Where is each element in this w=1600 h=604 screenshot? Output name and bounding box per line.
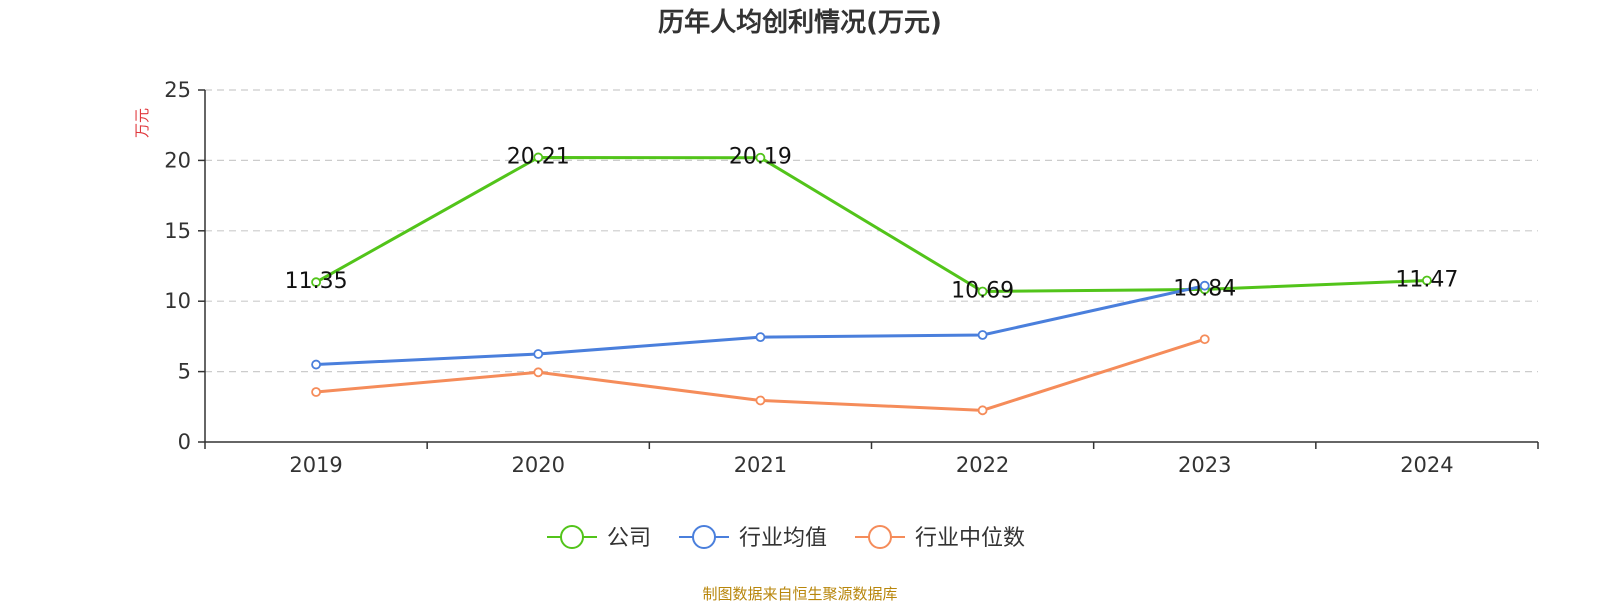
data-point <box>977 286 988 297</box>
series-line <box>316 284 1206 367</box>
data-point <box>311 359 321 370</box>
chart-title: 历年人均创利情况(万元) <box>658 8 942 38</box>
data-point <box>311 277 321 288</box>
y-tick-label: 0 <box>178 430 191 454</box>
data-label: 10.84 <box>1173 276 1236 301</box>
data-point <box>533 367 544 378</box>
data-point <box>1199 280 1210 291</box>
y-tick-label: 20 <box>164 148 191 172</box>
x-tick-label: 2019 <box>289 453 342 477</box>
data-labels: 11.35 20.21 20.19 10.69 10.84 11.47 <box>285 144 1459 303</box>
data-point <box>977 330 988 340</box>
legend-label: 行业均值 <box>739 526 827 551</box>
x-tick-label: 2022 <box>956 453 1009 477</box>
axes: 0 5 10 15 20 25 万元 2019 2020 2021 2022 2023 2024 <box>133 78 1539 477</box>
data-point <box>755 395 766 406</box>
series-line <box>315 155 1427 293</box>
data-label: 11.35 <box>285 269 348 294</box>
x-tick-label: 2021 <box>734 453 787 477</box>
legend-marker <box>560 525 584 549</box>
data-point <box>755 332 766 343</box>
x-tick-label: 2024 <box>1400 453 1453 477</box>
legend-marker <box>868 525 892 549</box>
data-point <box>1422 275 1432 286</box>
source-note: 制图数据来自恒生聚源数据库 <box>702 585 898 603</box>
legend-label: 行业中位数 <box>915 526 1025 551</box>
y-tick-label: 10 <box>164 289 191 313</box>
x-tick-label: 2020 <box>512 453 565 477</box>
data-point <box>311 387 321 397</box>
data-label: 20.19 <box>729 145 792 170</box>
legend-marker <box>692 525 716 549</box>
data-point <box>533 152 544 163</box>
data-point <box>1199 334 1210 345</box>
y-axis-label: 万元 <box>133 108 151 138</box>
legend-label: 公司 <box>607 526 651 551</box>
legend: 公司 行业均值 行业中位数 <box>547 525 1025 551</box>
series-lines <box>311 152 1432 416</box>
grid-lines <box>205 89 1538 373</box>
y-tick-label: 15 <box>164 219 191 243</box>
data-point <box>755 152 766 163</box>
data-point <box>533 349 544 359</box>
y-tick-label: 5 <box>178 360 191 384</box>
x-tick-label: 2023 <box>1178 453 1231 477</box>
data-label: 10.69 <box>951 278 1014 303</box>
y-tick-label: 25 <box>164 78 191 102</box>
data-point <box>977 405 988 416</box>
data-label: 20.21 <box>507 144 570 169</box>
data-label: 11.47 <box>1395 268 1458 293</box>
